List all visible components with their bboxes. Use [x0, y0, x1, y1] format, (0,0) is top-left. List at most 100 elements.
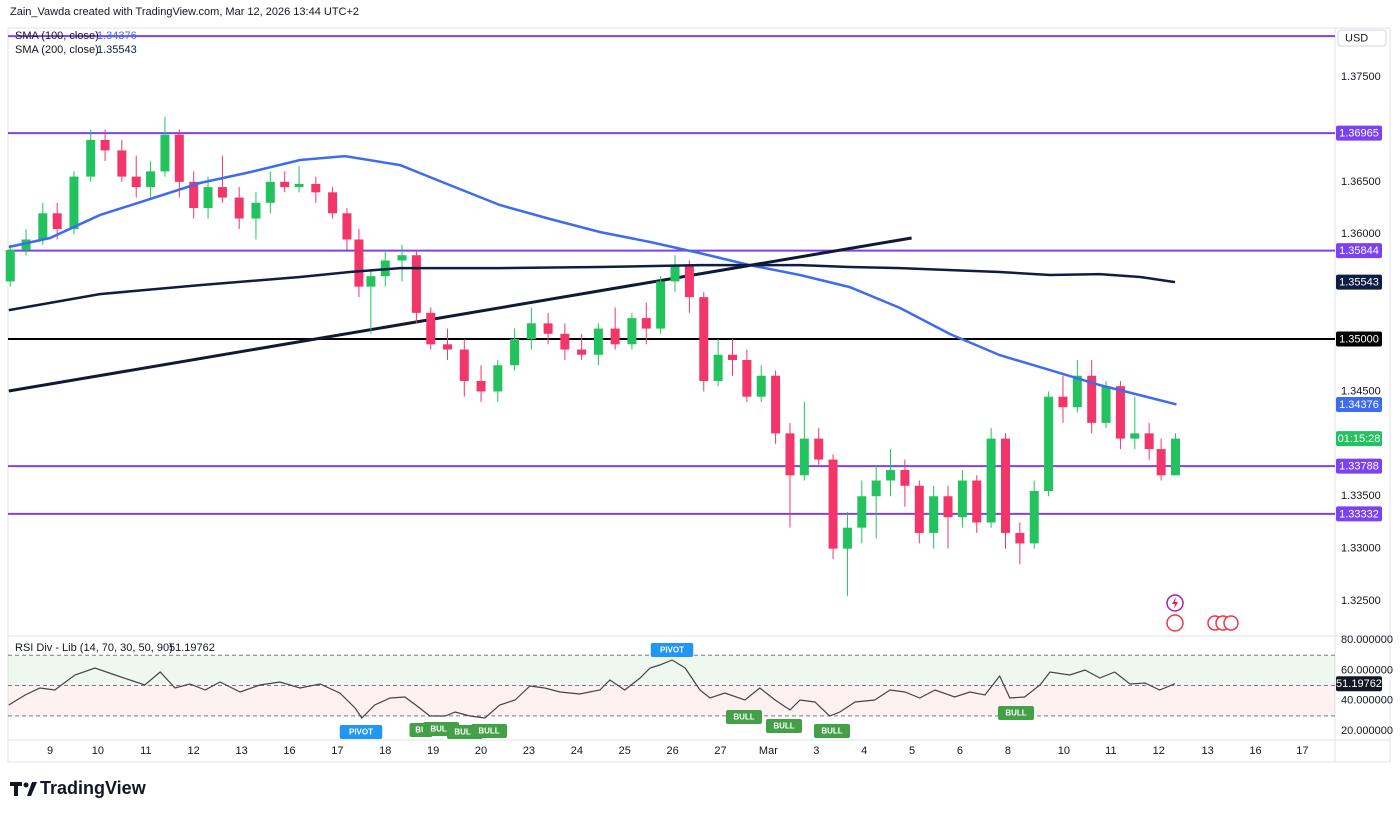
candle-body — [543, 323, 553, 334]
candle-body — [742, 360, 752, 397]
candle-body — [1156, 449, 1166, 476]
x-tick-label: 5 — [909, 745, 915, 757]
candle-body — [411, 255, 421, 313]
x-tick-label: 10 — [92, 745, 104, 757]
event-icons — [1166, 594, 1239, 632]
plot: 1.37500 1.36500 1.36000 1.34500 1.33500 1.330… — [5, 29, 1393, 757]
candle-body — [280, 181, 290, 188]
candle-body — [354, 239, 364, 287]
candle-body — [842, 527, 852, 549]
signal-label: BULL — [430, 725, 451, 734]
candle-body — [684, 265, 694, 298]
rsi-band — [8, 685, 1335, 716]
candle-body — [443, 344, 453, 350]
candle-body — [251, 202, 261, 219]
candle-body — [1101, 386, 1111, 423]
candle-body — [972, 480, 982, 523]
sma-label-bg — [1336, 274, 1382, 290]
x-tick-label: 23 — [523, 745, 535, 757]
level-label: 1.33332 — [1339, 508, 1379, 520]
signal-label: BULL — [1005, 709, 1026, 718]
rsi-tick-label: 60.000000 — [1341, 664, 1393, 676]
rsi-value-tag: 51.19762 — [1336, 678, 1382, 690]
level-label-bg — [1336, 458, 1382, 474]
x-tick-label: 13 — [235, 745, 247, 757]
candle-body — [117, 150, 127, 177]
rsi-legend-value: 51.19762 — [169, 642, 215, 654]
signal-label: PIVOT — [660, 646, 684, 655]
x-tick-label: 27 — [714, 745, 726, 757]
candle-body — [294, 183, 304, 188]
candle-body — [914, 485, 924, 533]
x-tick-label: 6 — [957, 745, 963, 757]
candle-body — [814, 438, 824, 460]
y-tick-label: 1.37500 — [1341, 71, 1381, 83]
candle-body — [526, 323, 536, 340]
candle-body — [38, 213, 48, 240]
y-tick-label: 1.33000 — [1341, 543, 1381, 555]
candle-body — [886, 470, 896, 481]
sma-line — [8, 154, 1177, 406]
sma-label-bg — [1336, 396, 1382, 412]
x-tick-label: 26 — [667, 745, 679, 757]
signal-label: PIVOT — [349, 728, 373, 737]
y-tick-label: 1.36000 — [1341, 228, 1381, 240]
x-tick-label: 20 — [475, 745, 487, 757]
x-tick-label: 25 — [619, 745, 631, 757]
sma-label: 1.35543 — [1339, 277, 1379, 289]
candle-body — [771, 375, 781, 434]
y-tick-label: 1.32500 — [1341, 595, 1381, 607]
x-tick-label: 4 — [861, 745, 867, 757]
signal-badge — [998, 706, 1034, 720]
candle-body — [857, 496, 867, 528]
rsi-value-tag-bg — [1336, 676, 1382, 692]
rsi-title: RSI Div - Lib (14, 70, 30, 50, 90) — [15, 642, 173, 654]
candle-body — [131, 176, 141, 188]
logo-icon — [10, 782, 37, 796]
legend-name: SMA (200, close) — [15, 44, 99, 56]
rsi-tick-label: 80.000000 — [1341, 634, 1393, 646]
candle-body — [1029, 491, 1039, 544]
candle-body — [52, 213, 62, 230]
candle-body — [21, 239, 31, 250]
signal-badge — [471, 724, 507, 738]
candle-body — [627, 318, 637, 345]
y-tick-label: 1.33500 — [1341, 490, 1381, 502]
level-label-bg — [1336, 506, 1382, 522]
x-tick-label: 10 — [1058, 745, 1070, 757]
level-label: 1.36965 — [1339, 128, 1379, 140]
y-tick-label: 1.36500 — [1341, 176, 1381, 188]
signal-label: BULL — [821, 727, 842, 736]
candle-body — [311, 183, 321, 193]
candle-body — [986, 438, 996, 523]
candle-body — [189, 181, 199, 209]
trendline — [8, 236, 912, 393]
candle-body — [593, 328, 603, 355]
candle-body — [699, 297, 709, 381]
x-tick-label: 9 — [47, 745, 53, 757]
signal-badge — [766, 719, 802, 733]
logo: TradingView — [40, 778, 147, 798]
candle-body — [476, 380, 486, 392]
candle-body — [1130, 433, 1140, 439]
candle-body — [799, 438, 809, 476]
currency-box — [1337, 29, 1387, 47]
candle-body — [174, 134, 184, 182]
x-tick-label: 17 — [331, 745, 343, 757]
sma-label: 1.34376 — [1339, 399, 1379, 411]
countdown-bg — [1336, 431, 1382, 447]
candle-body — [929, 496, 939, 533]
candle-body — [756, 375, 766, 397]
candle-body — [1087, 375, 1097, 423]
countdown: 01:15:28 — [1338, 433, 1381, 445]
legend-value: 1.34376 — [97, 30, 137, 42]
candle-body — [328, 192, 338, 214]
signal-badge — [726, 710, 762, 724]
candle-body — [1000, 438, 1010, 533]
candle-body — [69, 176, 79, 230]
candle-body — [217, 187, 227, 198]
candle-body — [265, 181, 275, 203]
level-label-bg — [1336, 243, 1382, 259]
